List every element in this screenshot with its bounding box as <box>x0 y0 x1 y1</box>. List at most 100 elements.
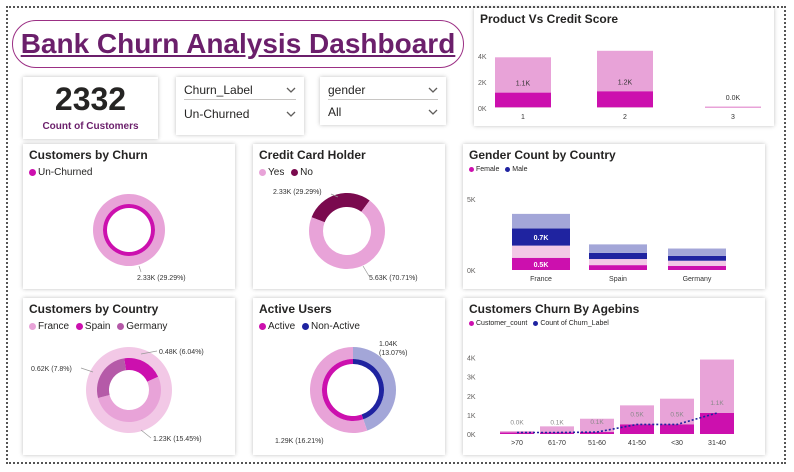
x-tick-label: Germany <box>683 276 712 283</box>
churn-label-slicer[interactable]: Churn_Label Un-Churned <box>176 77 304 135</box>
churn-donut-chart[interactable]: 2.33K (29.29%) <box>23 144 235 289</box>
country-slice <box>97 358 127 398</box>
data-label: 2.33K (29.29%) <box>137 275 186 282</box>
credit-slice <box>311 193 370 223</box>
chart-legend: Customer_count Count of Churn_Label <box>469 320 613 327</box>
legend-label: Yes <box>268 167 285 178</box>
legend-item-male[interactable]: Male <box>505 166 527 173</box>
chevron-down-icon[interactable] <box>286 85 296 95</box>
bar-male-rest <box>512 213 570 229</box>
bar-churn-count <box>540 432 574 434</box>
gender-country-chart[interactable]: 5K 0K 0.5K 0.7K France Spain Germany <box>463 144 765 289</box>
country-donut-chart[interactable]: 0.48K (6.04%) 0.62K (7.8%) 1.23K (15.45%) <box>23 298 235 455</box>
active-users-card[interactable]: Active Users Active Non-Active 1.04K (13.… <box>253 298 445 455</box>
bar-churned <box>597 91 653 107</box>
x-tick-label: Spain <box>609 276 627 283</box>
legend-label: No <box>300 167 313 178</box>
leader-line <box>80 367 94 373</box>
slicer-divider <box>184 99 296 100</box>
legend-item-churn-count[interactable]: Count of Churn_Label <box>533 320 609 327</box>
credit-slice <box>309 200 385 269</box>
legend-label: Spain <box>84 321 111 332</box>
chart-legend: Un-Churned <box>29 167 96 178</box>
legend-item-non-active[interactable]: Non-Active <box>302 321 360 332</box>
x-tick-label: 41-50 <box>628 440 646 447</box>
y-tick-label: 4K <box>478 54 487 61</box>
gender-slicer[interactable]: gender All <box>320 77 446 125</box>
legend-item-germany[interactable]: Germany <box>117 321 167 332</box>
legend-label: Un-Churned <box>38 167 93 178</box>
legend-item-customer-count[interactable]: Customer_count <box>469 320 527 327</box>
kpi-value: 2332 <box>54 81 127 117</box>
x-tick-label: <30 <box>671 440 683 447</box>
legend-label: Count of Churn_Label <box>540 320 609 327</box>
customers-by-country-card[interactable]: Customers by Country France Spain German… <box>23 298 235 455</box>
legend-item-unchurned[interactable]: Un-Churned <box>29 167 92 178</box>
agebins-card[interactable]: Customers Churn By Agebins Customer_coun… <box>463 298 765 455</box>
chevron-down-icon[interactable] <box>428 107 438 117</box>
product-credit-card[interactable]: Product Vs Credit Score 0K 2K 4K 1.1K 1 1.2K 2… <box>474 8 774 126</box>
customers-by-churn-card[interactable]: Customers by Churn Un-Churned 2.33K (29.… <box>23 144 235 289</box>
product-credit-chart[interactable]: 0K 2K 4K 1.1K 1 1.2K 2 0.0K 3 <box>474 8 774 126</box>
chevron-down-icon[interactable] <box>428 85 438 95</box>
chart-legend: Active Non-Active <box>259 321 364 332</box>
chart-legend: France Spain Germany <box>29 321 171 332</box>
slicer-value[interactable]: Un-Churned <box>184 107 250 121</box>
country-slice <box>98 376 161 422</box>
active-outer-slice <box>310 347 368 433</box>
legend-item-spain[interactable]: Spain <box>75 321 111 332</box>
chart-title: Product Vs Credit Score <box>480 12 619 26</box>
slicer-value[interactable]: All <box>328 105 342 119</box>
y-tick-label: 3K <box>467 375 476 382</box>
data-label: 0.7K <box>534 235 549 242</box>
bar-female-rest <box>589 259 647 266</box>
bar-female-churned <box>512 257 570 270</box>
kpi-label: Count of Customers <box>42 121 139 132</box>
agebins-chart[interactable]: 0K 1K 2K 3K 4K 0.0K >70 0.1K 61-70 0.1K 51-60 0.5K 4… <box>463 298 765 455</box>
legend-label: Male <box>512 166 528 173</box>
legend-item-active[interactable]: Active <box>259 321 295 332</box>
legend-item-no[interactable]: No <box>291 167 313 178</box>
legend-label: France <box>38 321 70 332</box>
kpi-card[interactable]: 2332 Count of Customers <box>23 77 158 139</box>
leader-line <box>140 429 152 439</box>
x-tick-label: France <box>530 276 552 283</box>
active-donut-chart[interactable]: 1.04K (13.07%) 1.29K (16.21%) <box>253 298 445 455</box>
bar-churn-count <box>620 424 654 434</box>
active-outer-slice <box>353 347 396 431</box>
data-label: 1.1K <box>516 81 531 88</box>
x-tick-label: 31-40 <box>708 440 726 447</box>
chart-legend: Female Male <box>469 166 531 173</box>
gender-country-card[interactable]: Gender Count by Country Female Male 5K 0K… <box>463 144 765 289</box>
data-label: 2.33K (29.29%) <box>273 189 322 196</box>
legend-item-yes[interactable]: Yes <box>259 167 284 178</box>
data-label: 5.63K (70.71%) <box>369 275 418 282</box>
x-tick-label: 1 <box>521 114 525 121</box>
bar-churned <box>495 92 551 107</box>
legend-item-france[interactable]: France <box>29 321 69 332</box>
churn-trend-line <box>517 412 718 434</box>
legend-item-female[interactable]: Female <box>469 166 499 173</box>
x-tick-label: 61-70 <box>548 440 566 447</box>
bar-male-rest <box>589 244 647 253</box>
credit-donut-chart[interactable]: 2.33K (29.29%) 5.63K (70.71%) <box>253 144 445 289</box>
bar-female-rest <box>512 245 570 258</box>
data-label: 0.5K <box>670 411 684 418</box>
slicer-label: Churn_Label <box>184 83 253 97</box>
inner-slice <box>102 204 155 256</box>
chevron-down-icon[interactable] <box>286 109 296 119</box>
x-tick-label: 3 <box>731 114 735 121</box>
credit-card-holder-card[interactable]: Credit Card Holder Yes No 2.33K (29.29%)… <box>253 144 445 289</box>
page-title: Bank Churn Analysis Dashboard <box>20 28 456 59</box>
y-tick-label: 0K <box>467 432 476 439</box>
data-label: 0.0K <box>510 420 524 427</box>
leader-line <box>330 193 339 198</box>
leader-line <box>140 350 158 355</box>
chart-title: Gender Count by Country <box>469 148 616 162</box>
legend-label: Germany <box>126 321 168 332</box>
y-tick-label: 1K <box>467 413 476 420</box>
y-tick-label: 2K <box>478 80 487 87</box>
bar-male-churned <box>589 252 647 260</box>
chart-title: Active Users <box>259 302 332 316</box>
bar-customer-count <box>540 426 574 434</box>
